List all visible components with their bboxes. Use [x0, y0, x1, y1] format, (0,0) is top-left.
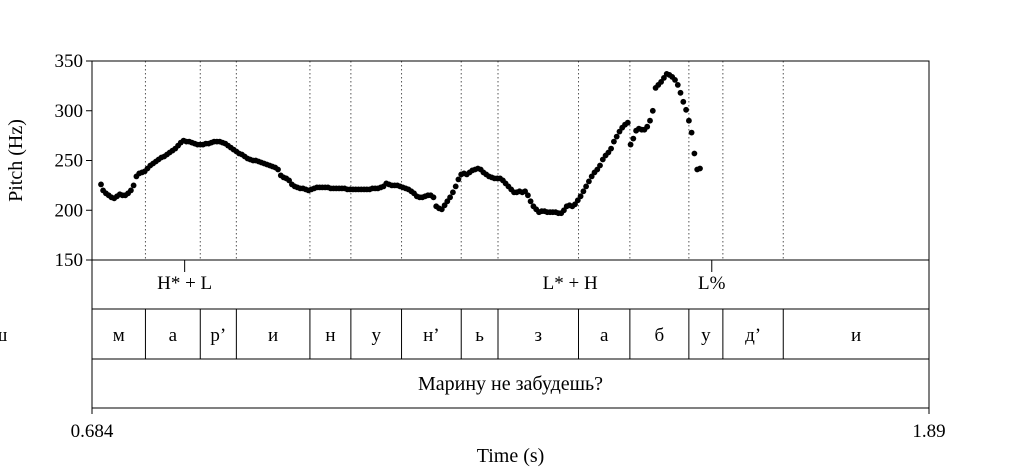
pitch-point [430, 194, 437, 201]
pitch-point [583, 183, 589, 190]
pitch-point [680, 98, 687, 105]
pitch-point [691, 150, 698, 157]
pitch-point [130, 182, 137, 189]
sentence-label: Марину не забудешь? [418, 373, 603, 395]
pitch-point [672, 77, 678, 83]
y-axis-title: Pitch (Hz) [5, 119, 27, 202]
segment-label: з [535, 325, 543, 346]
segment-label: а [169, 325, 178, 346]
segment-label: д’ [745, 325, 761, 346]
segment-label: б [655, 325, 665, 346]
segment-label: у [371, 325, 381, 346]
pitch-point [688, 129, 695, 136]
pitch-point [627, 141, 634, 148]
pitch-points [98, 71, 703, 217]
y-axis-ticks: 150 200 250 300 350 [55, 51, 92, 271]
segment-label: м [113, 325, 125, 346]
segment-label: р’ [210, 325, 226, 346]
y-tick-label: 350 [55, 51, 84, 72]
segment-label: у [701, 325, 711, 346]
segment-label: и [851, 325, 861, 346]
x-axis-title: Time (s) [477, 445, 545, 467]
outer-frame [91, 60, 930, 409]
segment-label: а [600, 325, 609, 346]
pitch-point [98, 181, 104, 188]
pitch-point [450, 189, 456, 196]
pitch-point [452, 183, 459, 190]
pitch-point [586, 178, 592, 185]
pitch-point [275, 166, 281, 173]
segment-label: ь [475, 325, 484, 346]
pitch-point [577, 193, 584, 200]
segment-label: н’ [423, 325, 440, 346]
segment-label: ш [0, 325, 8, 346]
pitch-point [677, 89, 684, 96]
segment-label: и [268, 325, 278, 346]
segment-guide-lines [144, 61, 784, 260]
pitch-point [127, 187, 134, 194]
y-tick-label: 300 [55, 101, 84, 122]
pitch-point [649, 107, 656, 114]
pitch-point [624, 119, 631, 126]
pitch-point [597, 162, 603, 169]
segment-tier: м а р’ и н у н’ ь з а б у д’ и ш [0, 309, 861, 359]
y-tick-label: 250 [55, 151, 84, 172]
pitch-point [447, 194, 453, 201]
pitch-point [647, 117, 653, 124]
pitch-point [686, 117, 692, 124]
pitch-point [630, 135, 637, 142]
pitch-point [455, 176, 462, 183]
tone-label: L% [698, 273, 726, 294]
pitch-point [608, 145, 614, 152]
y-tick-label: 150 [55, 250, 84, 271]
tone-label: H* + L [157, 273, 212, 294]
x-tick-label: 1.89 [912, 421, 945, 442]
pitch-point [527, 198, 534, 205]
tone-tier: H* + L L* + H L% [157, 260, 726, 294]
tone-label: L* + H [543, 273, 598, 294]
x-tick-label: 0.684 [71, 421, 114, 442]
pitch-point [580, 188, 587, 195]
pitch-point [697, 165, 703, 172]
pitch-point [525, 192, 531, 199]
x-axis: 0.684 1.89 [71, 421, 946, 442]
pitch-point [674, 82, 681, 88]
pitch-point [644, 123, 651, 130]
segment-label: н [325, 325, 335, 346]
pitch-point [611, 138, 617, 145]
pitch-point [613, 133, 620, 140]
y-tick-label: 200 [55, 200, 84, 221]
chart-frames [91, 60, 930, 414]
pitch-point [683, 106, 689, 113]
